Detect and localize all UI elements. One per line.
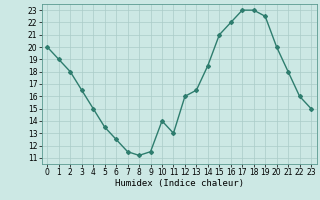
X-axis label: Humidex (Indice chaleur): Humidex (Indice chaleur)	[115, 179, 244, 188]
